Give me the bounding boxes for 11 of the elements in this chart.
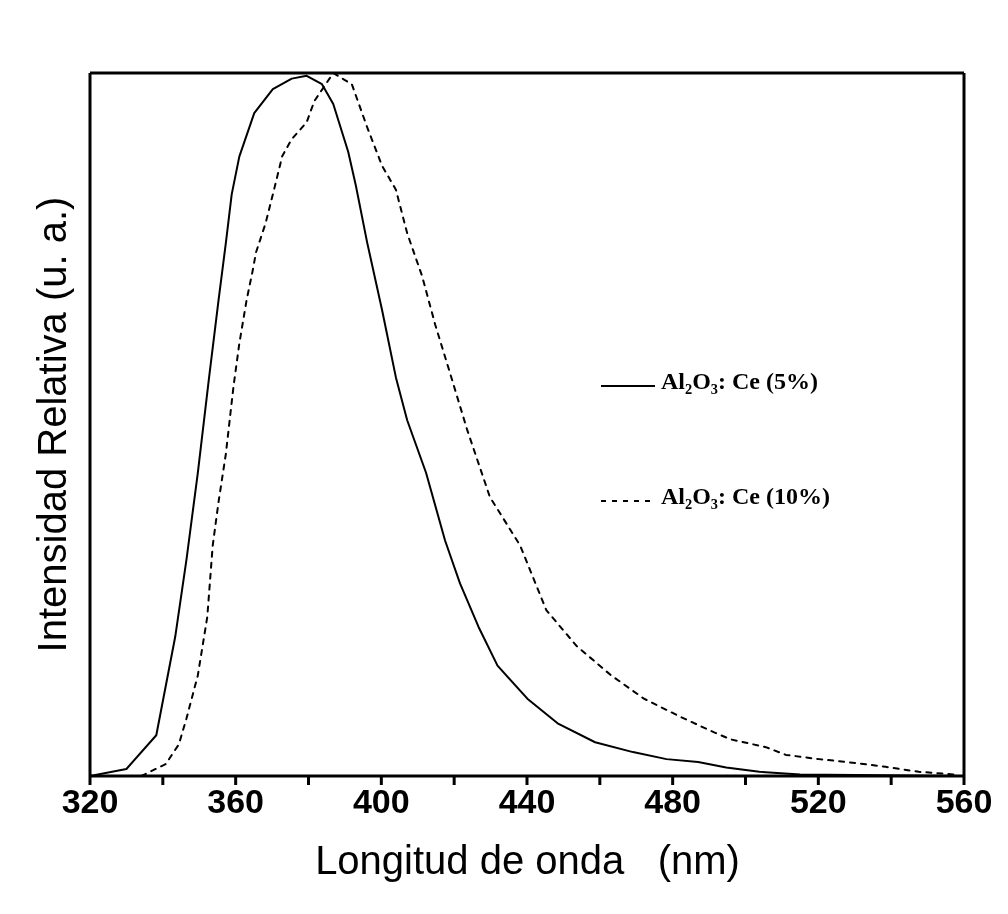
y-axis-title: Intensidad Relativa (u. a.) — [30, 196, 76, 652]
x-tick-label: 400 — [352, 782, 410, 821]
legend-label: Al₂O₃: Ce (10%) — [660, 483, 830, 510]
x-tick-label: 480 — [644, 782, 702, 821]
x-tick-label: 320 — [61, 782, 119, 821]
x-tick-label: 440 — [498, 782, 556, 821]
x-tick-label: 520 — [789, 782, 847, 821]
legend-label: Al₂O₃: Ce (5%) — [660, 368, 818, 395]
x-axis-title: Longitud de onda (nm) — [314, 838, 741, 883]
x-tick-label: 360 — [207, 782, 265, 821]
x-tick-label: 560 — [935, 782, 993, 821]
